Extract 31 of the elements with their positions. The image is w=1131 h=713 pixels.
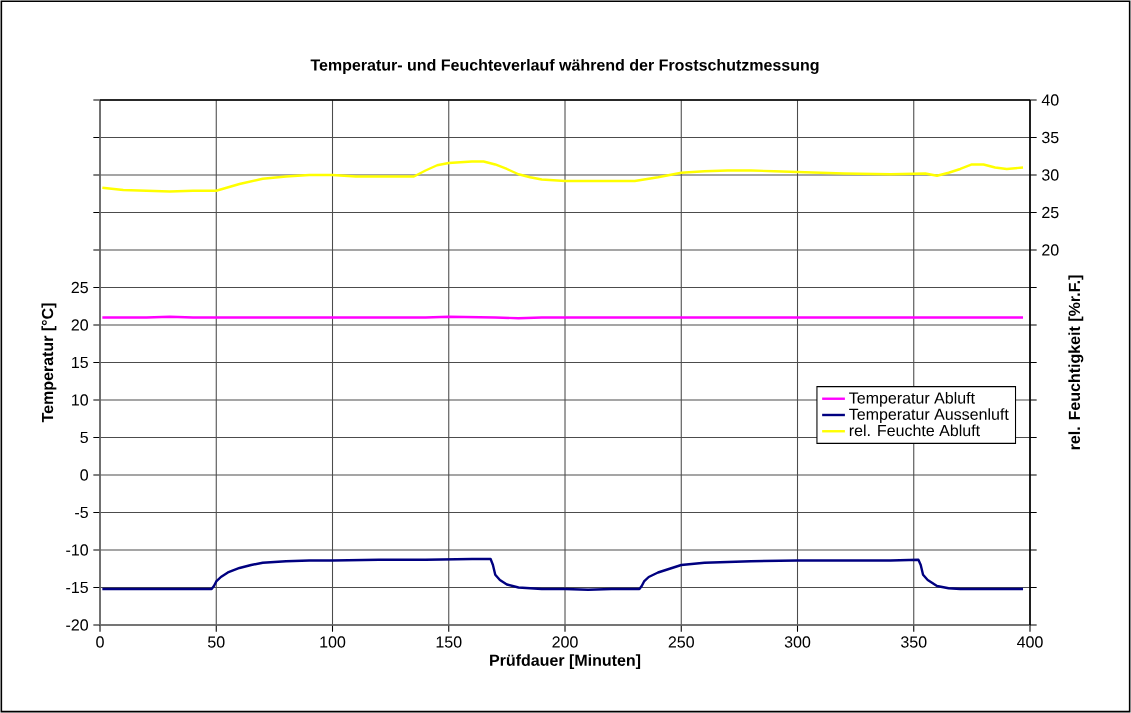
x-tick-label: 150: [436, 636, 462, 648]
x-tick-label: 400: [1017, 636, 1043, 648]
y-tick-label: -20: [66, 619, 89, 631]
y-tick-label: 25: [71, 281, 88, 294]
y2-tick-label: 35: [1041, 131, 1059, 144]
x-tick-label: 100: [320, 636, 346, 648]
y-tick-label: 20: [71, 319, 89, 331]
x-tick-label: 250: [668, 636, 694, 648]
y-tick-label: -5: [75, 506, 88, 519]
y-tick-label: 10: [72, 394, 89, 406]
y-tick-label: -10: [66, 544, 89, 556]
y2-axis-title: rel. Feuchtigkeit [%r.F.]: [1068, 275, 1084, 450]
x-tick-label: 300: [784, 636, 811, 648]
y2-tick-label: 30: [1041, 169, 1059, 181]
y2-tick-label: 20: [1042, 244, 1059, 256]
legend-label: rel. Feuchte Abluft: [849, 424, 980, 437]
y-tick-label: 5: [80, 431, 88, 444]
y-tick-label: -15: [66, 581, 88, 594]
y-tick-label: 15: [72, 356, 88, 369]
legend-label: Temperatur Aussenluft: [849, 408, 1009, 424]
x-tick-label: 200: [552, 636, 578, 648]
chart-title: Temperatur- und Feuchteverlauf während der Frostschutzmessung: [310, 58, 819, 74]
y-tick-label: 0: [80, 469, 89, 481]
x-axis-title: Prüfdauer [Minuten]: [490, 654, 641, 670]
x-tick-label: 350: [901, 636, 927, 648]
y2-tick-label: 40: [1041, 94, 1059, 106]
x-tick-label: 0: [96, 636, 104, 648]
y-axis-title: Temperatur [°C]: [41, 303, 57, 423]
x-tick-label: 50: [208, 636, 225, 648]
legend-label: Temperatur Abluft: [849, 391, 975, 407]
y2-tick-label: 25: [1042, 206, 1059, 219]
